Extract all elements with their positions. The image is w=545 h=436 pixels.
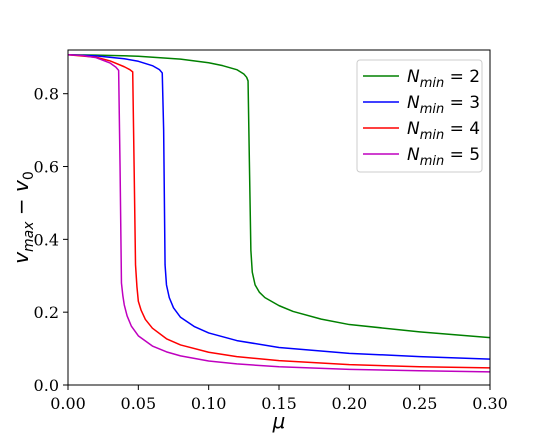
legend-label: Nmin = 5 bbox=[407, 145, 480, 169]
x-tick-label: 0.30 bbox=[472, 394, 508, 413]
legend-label: Nmin = 4 bbox=[407, 119, 480, 143]
series-line-5 bbox=[67, 53, 491, 373]
legend-item: Nmin = 3 bbox=[363, 93, 480, 117]
x-tick-label: 0.00 bbox=[50, 394, 86, 413]
x-axis-label: μ bbox=[272, 409, 286, 433]
legend-item: Nmin = 4 bbox=[363, 119, 480, 143]
y-tick-label: 0.6 bbox=[34, 158, 59, 177]
x-tick-label: 0.25 bbox=[402, 394, 438, 413]
series-line-4 bbox=[67, 53, 491, 369]
y-axis: 0.0 0.2 0.4 0.6 0.8 bbox=[34, 85, 68, 395]
plot-lines bbox=[67, 53, 491, 373]
series-line-3 bbox=[67, 53, 491, 360]
y-tick-label: 0.4 bbox=[34, 230, 59, 249]
series-line-2 bbox=[67, 53, 491, 339]
y-tick-label: 0.8 bbox=[34, 85, 59, 104]
x-tick-label: 0.10 bbox=[191, 394, 227, 413]
x-tick-label: 0.05 bbox=[121, 394, 157, 413]
legend-item: Nmin = 2 bbox=[363, 67, 480, 91]
y-label-sub-0: 0 bbox=[21, 171, 37, 180]
x-axis: 0.00 0.05 0.10 0.15 0.20 0.25 0.30 bbox=[50, 385, 508, 413]
y-label-minus: − bbox=[9, 192, 33, 221]
y-tick-label: 0.0 bbox=[34, 376, 59, 395]
legend-label: Nmin = 2 bbox=[407, 67, 480, 91]
legend-label: Nmin = 3 bbox=[407, 93, 480, 117]
y-tick-label: 0.2 bbox=[34, 303, 59, 322]
y-label-v2: v bbox=[9, 179, 33, 192]
x-tick-label: 0.15 bbox=[261, 394, 297, 413]
legend-box bbox=[356, 59, 483, 173]
y-axis-label: vmax − v0 bbox=[9, 171, 37, 264]
y-label-sub-max: max bbox=[21, 221, 37, 252]
x-tick-label: 0.20 bbox=[332, 394, 368, 413]
legend-item: Nmin = 5 bbox=[363, 145, 480, 169]
y-label-v1: v bbox=[9, 251, 33, 264]
